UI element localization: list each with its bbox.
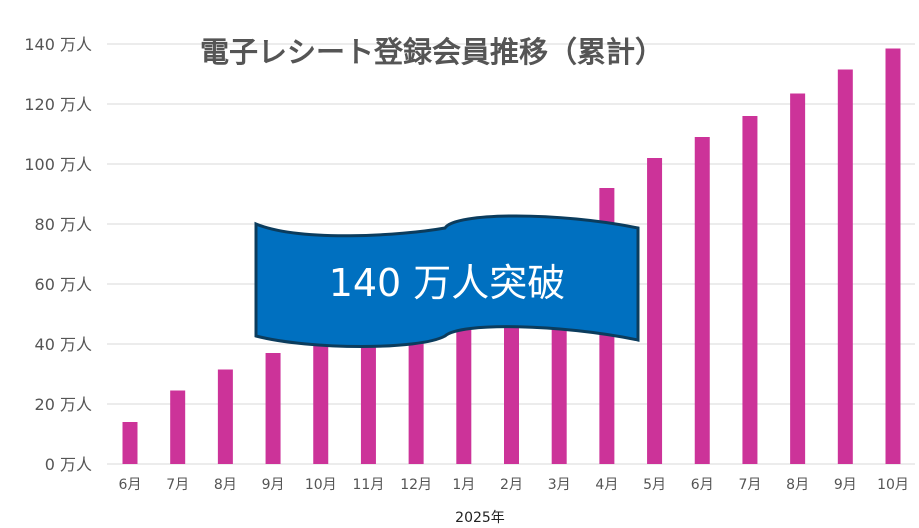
bar xyxy=(742,116,758,464)
y-tick-label: 120 万人 xyxy=(24,95,92,114)
y-tick-label: 100 万人 xyxy=(24,155,92,174)
bar xyxy=(122,422,138,464)
bar xyxy=(694,137,710,464)
x-axis-tick-labels: 6月 7月 8月 9月 10月 11月 12月 1月 2月 3月 4月 5月 6月 7月 8月 9月 10月 xyxy=(119,477,909,493)
bar xyxy=(647,158,663,464)
x-tick-label: 2月 xyxy=(500,477,523,493)
x-tick-label: 10月 xyxy=(305,477,337,493)
x-tick-label: 7月 xyxy=(166,477,189,493)
x-tick-label: 7月 xyxy=(738,477,761,493)
annotation-banner: 140 万人突破 xyxy=(254,214,640,348)
bar xyxy=(885,48,901,464)
bar xyxy=(265,353,281,464)
x-tick-label: 11月 xyxy=(353,477,385,493)
y-tick-label: 40 万人 xyxy=(35,335,92,354)
x-tick-label: 12月 xyxy=(400,477,432,493)
x-tick-label: 6月 xyxy=(691,477,714,493)
x-axis-label: 2025年 xyxy=(455,510,505,526)
x-tick-label: 9月 xyxy=(834,477,857,493)
banner-shape xyxy=(254,214,640,348)
x-tick-label: 10月 xyxy=(877,477,909,493)
y-axis-tick-labels: 0 万人 20 万人 40 万人 60 万人 80 万人 100 万人 120 万人 140 … xyxy=(24,35,92,474)
y-tick-label: 20 万人 xyxy=(35,395,92,414)
banner-text: 140 万人突破 xyxy=(329,261,566,305)
y-tick-label: 140 万人 xyxy=(24,35,92,54)
x-tick-label: 6月 xyxy=(119,477,142,493)
x-tick-label: 9月 xyxy=(262,477,285,493)
bar xyxy=(837,69,853,464)
bar xyxy=(313,329,329,464)
chart-title: 電子レシート登録会員推移（累計） xyxy=(200,35,664,69)
x-tick-label: 8月 xyxy=(786,477,809,493)
x-tick-label: 1月 xyxy=(452,477,475,493)
x-tick-label: 3月 xyxy=(548,477,571,493)
bar xyxy=(217,369,233,464)
x-tick-label: 4月 xyxy=(595,477,618,493)
bar xyxy=(790,93,806,464)
x-tick-label: 5月 xyxy=(643,477,666,493)
bar xyxy=(170,390,186,464)
y-tick-label: 60 万人 xyxy=(35,275,92,294)
y-tick-label: 0 万人 xyxy=(45,455,92,474)
y-tick-label: 80 万人 xyxy=(35,215,92,234)
x-tick-label: 8月 xyxy=(214,477,237,493)
